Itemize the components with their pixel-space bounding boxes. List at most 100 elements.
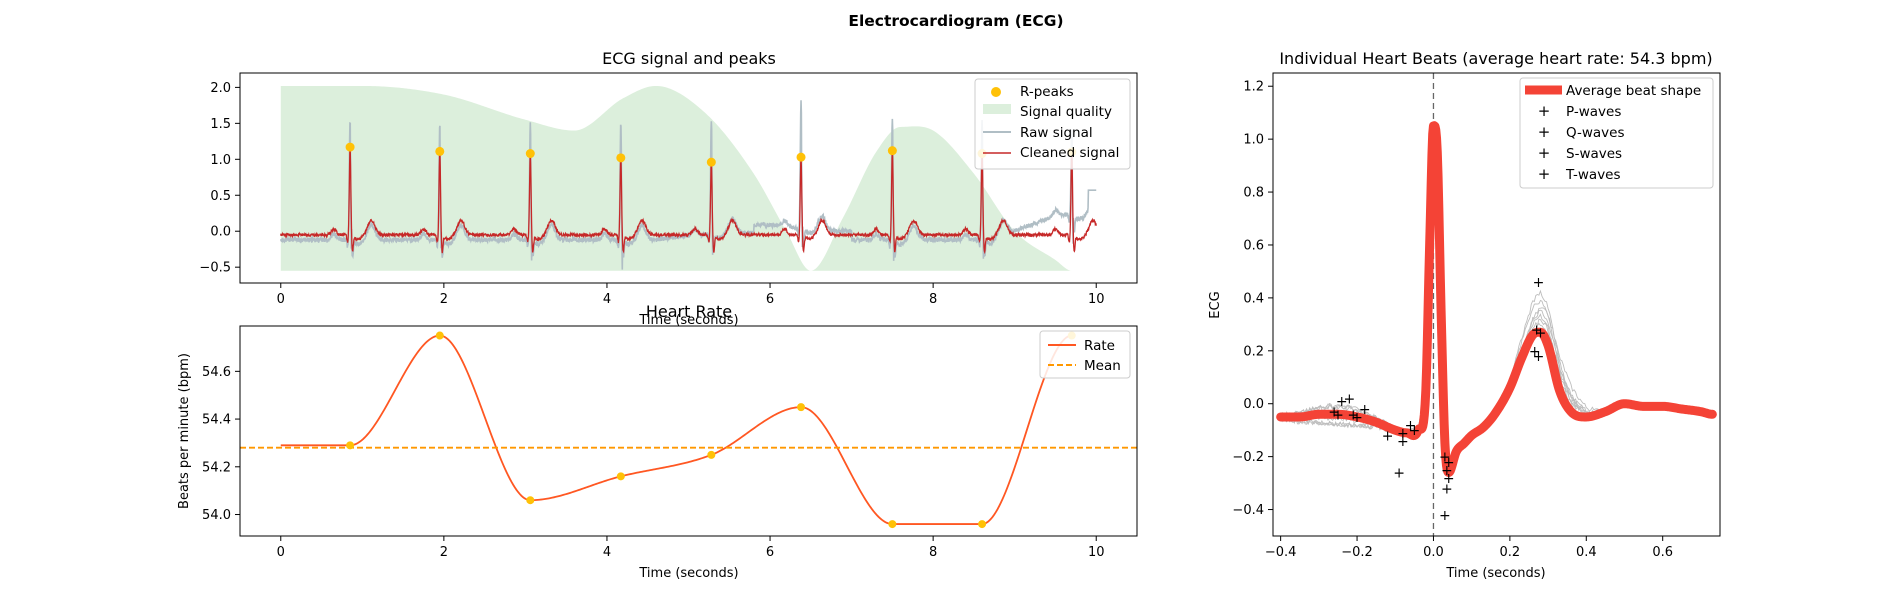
figure-title: Electrocardiogram (ECG) (848, 12, 1063, 30)
ecg-legend-box (974, 78, 1131, 170)
legend-rpeaks-label: R-peaks (1020, 84, 1074, 100)
x-tick-label: 6 (766, 292, 774, 307)
x-tick-label: 0.6 (1652, 545, 1673, 560)
r-peak-point (616, 153, 626, 163)
x-tick-label: 0.2 (1500, 545, 1521, 560)
y-tick-label: 54.0 (202, 508, 231, 523)
x-tick-label: 10 (1088, 292, 1105, 307)
p-wave-marker: + (1344, 391, 1356, 407)
legend-mean-label: Mean (1084, 358, 1121, 374)
rate-point (435, 331, 444, 340)
rate-line (280, 334, 1072, 525)
legend-q-marker: + (1538, 123, 1551, 141)
beats-x-axis-label: Time (seconds) (1445, 566, 1545, 581)
x-tick-label: 0 (277, 545, 285, 560)
y-tick-label: 54.4 (202, 413, 231, 428)
x-tick-label: 8 (929, 545, 937, 560)
t-wave-marker: + (1531, 323, 1543, 339)
rate-legend-box (1039, 330, 1131, 379)
beats-plot-area: ++++++++++++ ++++++++++++ (1276, 73, 1717, 536)
y-tick-label: 2.0 (210, 81, 231, 96)
x-tick-label: 8 (929, 292, 937, 307)
beats-legend: Average beat shape + P-waves + Q-waves +… (1519, 77, 1714, 189)
x-tick-label: 0 (277, 292, 285, 307)
x-tick-label: 4 (603, 292, 611, 307)
y-tick-label: −0.5 (199, 261, 231, 276)
x-tick-label: 2 (440, 545, 448, 560)
rate-x-ticks: 0 2 4 6 8 10 (277, 536, 1105, 560)
x-tick-label: −0.4 (1265, 545, 1297, 560)
s-wave-marker: + (1443, 455, 1455, 471)
y-tick-label: 0.4 (1243, 291, 1264, 306)
p-wave-marker: + (1336, 394, 1348, 410)
q-wave-marker: + (1405, 418, 1417, 434)
rate-y-ticks: 54.0 54.2 54.4 54.6 (202, 365, 240, 523)
y-tick-label: 0.6 (1243, 238, 1264, 253)
legend-t-marker: + (1538, 165, 1551, 183)
t-wave-marker: + (1533, 349, 1545, 365)
beats-y-ticks: −0.4 −0.2 0.0 0.2 0.4 0.6 0.8 1.0 1.2 (1232, 80, 1273, 518)
y-tick-label: −0.4 (1232, 503, 1264, 518)
legend-s-label: S-waves (1566, 146, 1622, 162)
rate-point (707, 450, 716, 459)
y-tick-label: −0.2 (1232, 450, 1264, 465)
legend-cleaned-label: Cleaned signal (1020, 145, 1119, 161)
p-wave-marker: + (1332, 407, 1344, 423)
legend-quality-label: Signal quality (1020, 104, 1112, 120)
signal-quality-area (280, 85, 1072, 271)
y-tick-label: 0.2 (1243, 344, 1264, 359)
rate-point (346, 441, 355, 450)
ecg-panel: ECG signal and peaks 0 2 4 6 8 10 −0.5 0.0 0.5 1… (199, 49, 1138, 328)
x-tick-label: 2 (440, 292, 448, 307)
rate-point (797, 403, 806, 412)
s-wave-marker: + (1441, 463, 1453, 479)
y-tick-label: 1.5 (210, 117, 231, 132)
rate-point (888, 520, 897, 529)
p-wave-marker: + (1351, 410, 1363, 426)
beats-panel: Individual Heart Beats (average heart ra… (1208, 49, 1721, 581)
legend-s-marker: + (1538, 144, 1551, 162)
y-tick-label: 0.0 (210, 225, 231, 240)
y-tick-label: 54.6 (202, 365, 231, 380)
y-tick-label: 1.0 (210, 153, 231, 168)
t-wave-marker: + (1535, 325, 1547, 341)
x-tick-label: 0.4 (1576, 545, 1597, 560)
rate-plot-area (240, 331, 1137, 529)
s-wave-marker: + (1439, 450, 1451, 466)
q-wave-marker: + (1393, 466, 1405, 482)
t-wave-marker: + (1529, 344, 1541, 360)
p-wave-marker: + (1359, 402, 1371, 418)
x-tick-label: 0.0 (1423, 545, 1444, 560)
r-peak-point (525, 149, 535, 159)
q-wave-marker: + (1397, 434, 1409, 450)
x-tick-label: 4 (603, 545, 611, 560)
cleaned-signal-line (280, 147, 1097, 255)
x-tick-label: 6 (766, 545, 774, 560)
legend-t-label: T-waves (1565, 167, 1621, 183)
r-peak-point (345, 142, 355, 152)
ecg-x-ticks: 0 2 4 6 8 10 (277, 283, 1105, 307)
legend-average-label: Average beat shape (1566, 83, 1701, 99)
legend-p-label: P-waves (1566, 104, 1621, 120)
r-peak-point (887, 146, 897, 156)
ecg-legend: R-peaks Signal quality Raw signal Cleane… (974, 78, 1131, 170)
p-wave-marker: + (1347, 407, 1359, 423)
x-tick-label: −0.2 (1341, 545, 1373, 560)
y-tick-label: 1.0 (1243, 133, 1264, 148)
y-tick-label: 0.8 (1243, 186, 1264, 201)
rate-title: Heart Rate (646, 302, 732, 321)
r-peak-point (706, 157, 716, 167)
rate-point (616, 472, 625, 481)
average-beat-line (1276, 121, 1717, 477)
y-tick-label: 0.5 (210, 189, 231, 204)
p-wave-marker: + (1328, 405, 1340, 421)
beats-axes-frame (1272, 72, 1721, 537)
rate-panel: Heart Rate 0 2 4 6 8 10 54.0 54.2 54.4 54.6 Time… (177, 302, 1138, 581)
legend-rpeaks-marker (991, 87, 1001, 97)
legend-quality-swatch (983, 104, 1011, 114)
s-wave-marker: + (1439, 508, 1451, 524)
rate-y-axis-label: Beats per minute (bpm) (177, 353, 192, 509)
legend-p-marker: + (1538, 102, 1551, 120)
s-wave-marker: + (1441, 481, 1453, 497)
y-tick-label: 54.2 (202, 460, 231, 475)
